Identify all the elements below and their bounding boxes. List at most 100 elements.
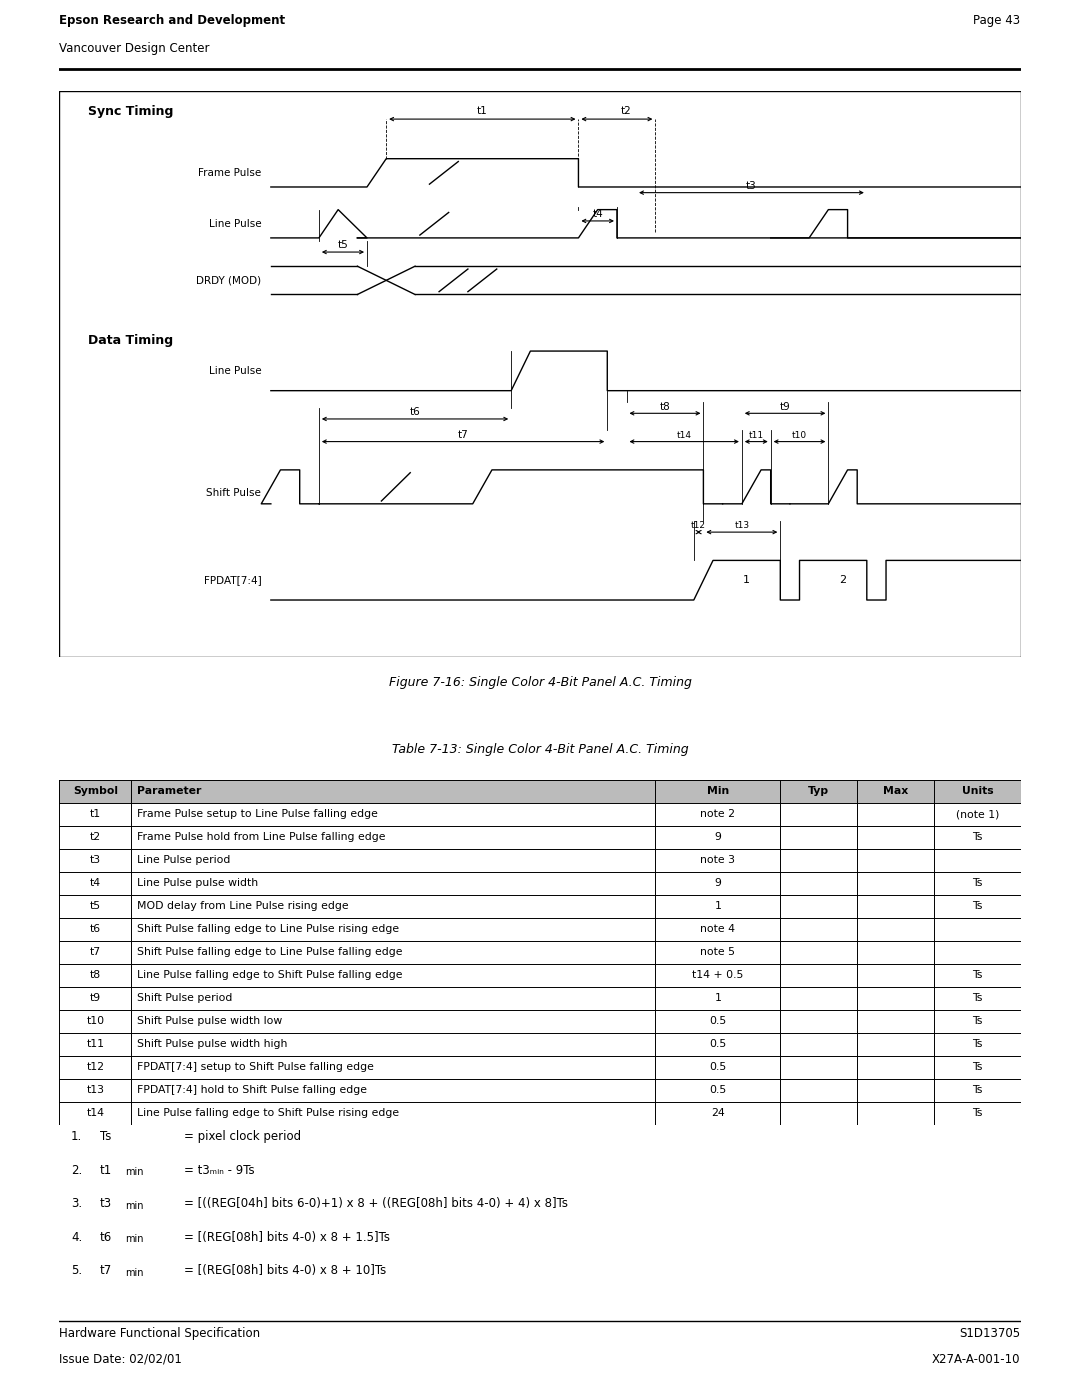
Text: t8: t8: [90, 970, 102, 981]
Text: t6: t6: [409, 408, 420, 418]
Text: note 3: note 3: [700, 855, 735, 865]
Text: Ts: Ts: [972, 1039, 983, 1049]
Text: Sync Timing: Sync Timing: [89, 105, 174, 117]
Text: FPDAT[7:4] hold to Shift Pulse falling edge: FPDAT[7:4] hold to Shift Pulse falling e…: [137, 1085, 367, 1095]
Text: Frame Pulse: Frame Pulse: [198, 168, 261, 177]
Text: t10: t10: [792, 430, 807, 440]
Text: Shift Pulse period: Shift Pulse period: [137, 993, 232, 1003]
Text: min: min: [125, 1235, 144, 1245]
Text: Line Pulse period: Line Pulse period: [137, 855, 231, 865]
Text: 1: 1: [743, 576, 751, 585]
Text: t1: t1: [99, 1164, 112, 1176]
Text: = [(REG[08h] bits 4-0) x 8 + 10]Ts: = [(REG[08h] bits 4-0) x 8 + 10]Ts: [185, 1264, 387, 1277]
Text: t8: t8: [660, 401, 671, 412]
Text: X27A-A-001-10: X27A-A-001-10: [932, 1352, 1021, 1366]
Text: S1D13705: S1D13705: [959, 1327, 1021, 1340]
Text: Shift Pulse falling edge to Line Pulse rising edge: Shift Pulse falling edge to Line Pulse r…: [137, 923, 400, 935]
Text: t14: t14: [86, 1108, 105, 1118]
Text: Parameter: Parameter: [137, 787, 202, 796]
Text: = pixel clock period: = pixel clock period: [185, 1130, 301, 1143]
Text: 24: 24: [711, 1108, 725, 1118]
Text: Ts: Ts: [972, 1108, 983, 1118]
Text: 0.5: 0.5: [710, 1062, 727, 1071]
Text: Page 43: Page 43: [973, 14, 1021, 27]
Text: 1.: 1.: [71, 1130, 82, 1143]
Text: Line Pulse falling edge to Shift Pulse falling edge: Line Pulse falling edge to Shift Pulse f…: [137, 970, 403, 981]
Text: t5: t5: [338, 240, 349, 250]
Text: t13: t13: [734, 521, 750, 531]
Text: Table 7-13: Single Color 4-Bit Panel A.C. Timing: Table 7-13: Single Color 4-Bit Panel A.C…: [392, 743, 688, 756]
Text: Line Pulse: Line Pulse: [208, 366, 261, 376]
Text: 3.: 3.: [71, 1197, 82, 1210]
Text: note 5: note 5: [700, 947, 735, 957]
Text: DRDY (MOD): DRDY (MOD): [197, 275, 261, 285]
Text: Figure 7-16: Single Color 4-Bit Panel A.C. Timing: Figure 7-16: Single Color 4-Bit Panel A.…: [389, 676, 691, 689]
Text: t3: t3: [99, 1197, 112, 1210]
Bar: [59, 780, 1021, 802]
Text: t2: t2: [621, 106, 632, 116]
Text: t7: t7: [99, 1264, 112, 1277]
Text: Ts: Ts: [972, 879, 983, 888]
Text: Hardware Functional Specification: Hardware Functional Specification: [59, 1327, 260, 1340]
Text: t3: t3: [90, 855, 102, 865]
Text: MOD delay from Line Pulse rising edge: MOD delay from Line Pulse rising edge: [137, 901, 349, 911]
Text: Line Pulse pulse width: Line Pulse pulse width: [137, 879, 258, 888]
Text: t7: t7: [90, 947, 102, 957]
Text: t12: t12: [691, 521, 706, 531]
Text: t11: t11: [748, 430, 764, 440]
Text: t6: t6: [99, 1231, 112, 1243]
Text: t3: t3: [746, 182, 757, 191]
Text: 9: 9: [714, 879, 721, 888]
Text: Shift Pulse falling edge to Line Pulse falling edge: Shift Pulse falling edge to Line Pulse f…: [137, 947, 403, 957]
Text: t13: t13: [86, 1085, 105, 1095]
Text: = [(REG[08h] bits 4-0) x 8 + 1.5]Ts: = [(REG[08h] bits 4-0) x 8 + 1.5]Ts: [185, 1231, 390, 1243]
Text: t10: t10: [86, 1016, 105, 1025]
Text: Typ: Typ: [808, 787, 829, 796]
Text: t6: t6: [90, 923, 102, 935]
Text: FPDAT[7:4] setup to Shift Pulse falling edge: FPDAT[7:4] setup to Shift Pulse falling …: [137, 1062, 374, 1071]
Text: t9: t9: [90, 993, 102, 1003]
Text: Ts: Ts: [972, 1062, 983, 1071]
Text: 2.: 2.: [71, 1164, 82, 1176]
Text: Shift Pulse: Shift Pulse: [206, 488, 261, 497]
Text: Shift Pulse pulse width low: Shift Pulse pulse width low: [137, 1016, 283, 1025]
Text: min: min: [125, 1201, 144, 1211]
Text: Ts: Ts: [972, 970, 983, 981]
Text: Epson Research and Development: Epson Research and Development: [59, 14, 285, 27]
Text: Min: Min: [706, 787, 729, 796]
Text: 4.: 4.: [71, 1231, 82, 1243]
Text: 2: 2: [839, 576, 847, 585]
Text: 1: 1: [714, 993, 721, 1003]
Text: t7: t7: [458, 430, 469, 440]
Text: 0.5: 0.5: [710, 1016, 727, 1025]
Text: Ts: Ts: [972, 993, 983, 1003]
Text: 1: 1: [714, 901, 721, 911]
Text: Line Pulse: Line Pulse: [208, 219, 261, 229]
Text: 0.5: 0.5: [710, 1039, 727, 1049]
Text: 9: 9: [714, 833, 721, 842]
Text: t5: t5: [90, 901, 102, 911]
Text: t14: t14: [677, 430, 691, 440]
Text: Ts: Ts: [972, 901, 983, 911]
Text: Ts: Ts: [972, 833, 983, 842]
Text: t4: t4: [592, 210, 603, 219]
Text: Frame Pulse setup to Line Pulse falling edge: Frame Pulse setup to Line Pulse falling …: [137, 809, 378, 819]
Text: t9: t9: [780, 401, 791, 412]
Text: t1: t1: [90, 809, 102, 819]
Text: note 2: note 2: [700, 809, 735, 819]
Text: Vancouver Design Center: Vancouver Design Center: [59, 42, 210, 54]
Text: Units: Units: [961, 787, 994, 796]
Text: Ts: Ts: [99, 1130, 111, 1143]
Text: (note 1): (note 1): [956, 809, 999, 819]
Text: = t3ₘᵢₙ - 9Ts: = t3ₘᵢₙ - 9Ts: [185, 1164, 255, 1176]
Text: t4: t4: [90, 879, 102, 888]
Text: min: min: [125, 1168, 144, 1178]
Text: 0.5: 0.5: [710, 1085, 727, 1095]
Text: 5.: 5.: [71, 1264, 82, 1277]
Text: Ts: Ts: [972, 1016, 983, 1025]
Text: Issue Date: 02/02/01: Issue Date: 02/02/01: [59, 1352, 183, 1366]
Text: FPDAT[7:4]: FPDAT[7:4]: [203, 576, 261, 585]
Text: Symbol: Symbol: [73, 787, 118, 796]
Text: Frame Pulse hold from Line Pulse falling edge: Frame Pulse hold from Line Pulse falling…: [137, 833, 386, 842]
Text: t1: t1: [477, 106, 488, 116]
